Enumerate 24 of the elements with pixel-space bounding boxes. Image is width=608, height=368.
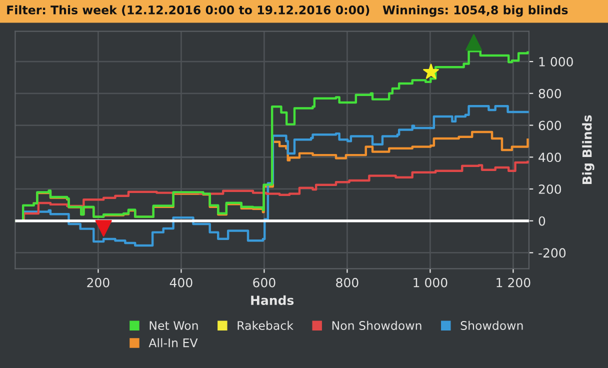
y-tick-label: -200 — [538, 248, 566, 258]
y-tick-label: 800 — [538, 88, 562, 98]
chart-title: Filter: This week (12.12.2016 0:00 to 19.12.2016 0:00) Winnings: 1054,8 big blinds — [7, 5, 568, 17]
x-tick-label: 400 — [170, 278, 192, 288]
x-tick-label: 600 — [253, 278, 276, 288]
x-tick-label: 800 — [336, 278, 358, 288]
legend-label: All-In EV — [148, 338, 198, 348]
y-tick-label: 400 — [538, 152, 562, 162]
point — [95, 220, 112, 237]
y-tick-label: 600 — [538, 120, 562, 130]
legend-label: Non Showdown — [332, 320, 422, 330]
y-tick-label: 1 000 — [539, 57, 573, 66]
y-axis-title: Big Blinds — [582, 115, 594, 184]
y-tick-label: 200 — [538, 184, 562, 194]
x-tick-label: 200 — [87, 278, 110, 288]
point — [423, 64, 439, 79]
point — [465, 34, 482, 51]
y-tick-label: 0 — [538, 216, 546, 226]
x-tick-label: 1 200 — [496, 278, 530, 288]
x-tick-label: 1 000 — [414, 278, 448, 288]
legend-label: Rakeback — [238, 320, 294, 330]
legend-label: Net Won — [150, 321, 198, 330]
legend-label: Showdown — [460, 320, 523, 330]
x-axis-title: Hands — [251, 295, 294, 305]
